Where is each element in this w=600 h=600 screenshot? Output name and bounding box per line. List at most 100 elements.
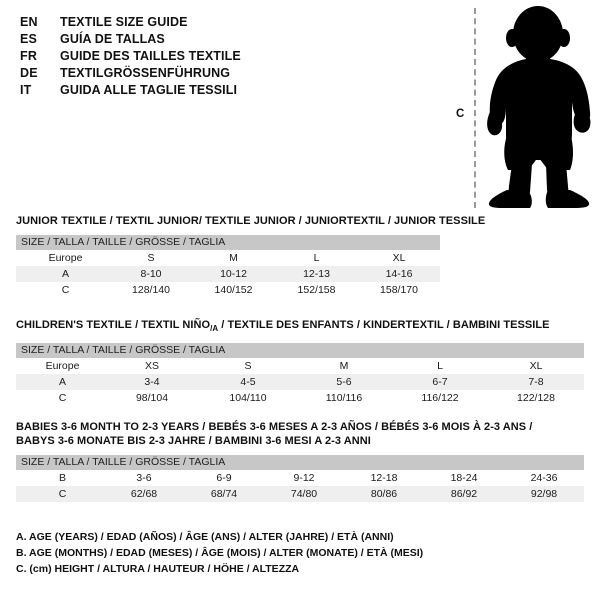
language-label-fr: GUIDE DES TAILLES TEXTILE xyxy=(60,49,241,63)
table-cell: 3-4 xyxy=(104,374,200,391)
table-cell: L xyxy=(275,250,358,266)
table-band-cell-junior: SIZE / TALLA / TAILLE / GRÖSSE / TAGLIA xyxy=(16,235,441,250)
language-label-de: TEXTILGRÖSSENFÜHRUNG xyxy=(60,66,231,80)
legend-block: A. AGE (YEARS) / EDAD (AÑOS) / ÂGE (ANS)… xyxy=(16,529,576,577)
table-cell: 86/92 xyxy=(424,486,504,502)
table-cell: 9-12 xyxy=(264,470,344,486)
table-cell: 14-16 xyxy=(358,266,441,282)
table-cell: 152/158 xyxy=(275,282,358,298)
language-code-es: ES xyxy=(20,32,38,46)
table-cell: 4-5 xyxy=(200,374,296,391)
size-table-junior: SIZE / TALLA / TAILLE / GRÖSSE / TAGLIA … xyxy=(16,235,441,298)
table-cell: XL xyxy=(358,250,441,266)
toddler-silhouette-icon xyxy=(480,4,596,215)
row-label-c: C xyxy=(16,486,104,502)
row-label-europe: Europe xyxy=(16,358,104,375)
table-band-row-babies: SIZE / TALLA / TAILLE / GRÖSSE / TAGLIA xyxy=(16,455,585,470)
table-cell: 7-8 xyxy=(488,374,584,391)
language-code-it: IT xyxy=(20,83,32,97)
table-row: A 8-10 10-12 12-13 14-16 xyxy=(16,266,441,282)
table-cell: 24-36 xyxy=(504,470,585,486)
row-label-a: A xyxy=(16,374,104,391)
section-babies-textile: BABIES 3-6 MONTH TO 2-3 YEARS / BEBÉS 3-… xyxy=(16,420,585,502)
section-childrens-textile: CHILDREN'S TEXTILE / TEXTIL NIÑO/A / TEX… xyxy=(16,318,584,407)
table-cell: 116/122 xyxy=(392,390,488,407)
section-junior-textile: JUNIOR TEXTILE / TEXTIL JUNIOR/ TEXTILE … xyxy=(16,214,485,298)
table-cell: 98/104 xyxy=(104,390,200,407)
table-cell: M xyxy=(296,358,392,375)
table-cell: 8-10 xyxy=(110,266,192,282)
table-cell: 92/98 xyxy=(504,486,585,502)
section-title-children: CHILDREN'S TEXTILE / TEXTIL NIÑO/A / TEX… xyxy=(16,318,584,336)
table-band-cell-children: SIZE / TALLA / TAILLE / GRÖSSE / TAGLIA xyxy=(16,343,584,359)
table-cell: M xyxy=(192,250,275,266)
table-cell: XS xyxy=(104,358,200,375)
row-label-europe: Europe xyxy=(16,250,110,266)
table-row: C 128/140 140/152 152/158 158/170 xyxy=(16,282,441,298)
section-title-children-pre: CHILDREN'S TEXTILE / TEXTIL NIÑO xyxy=(16,319,211,331)
table-cell: 3-6 xyxy=(104,470,184,486)
language-label-es: GUÍA DE TALLAS xyxy=(60,32,165,46)
row-label-b: B xyxy=(16,470,104,486)
table-cell: 12-18 xyxy=(344,470,424,486)
table-cell: 6-7 xyxy=(392,374,488,391)
table-band-label-children: SIZE / TALLA / TAILLE / GRÖSSE / TAGLIA xyxy=(21,344,226,357)
legend-line-b: B. AGE (MONTHS) / EDAD (MESES) / ÂGE (MO… xyxy=(16,547,424,559)
language-row-it: IT GUIDA ALLE TAGLIE TESSILI xyxy=(20,82,420,99)
table-cell: 128/140 xyxy=(110,282,192,298)
legend-line-a: A. AGE (YEARS) / EDAD (AÑOS) / ÂGE (ANS)… xyxy=(16,531,394,543)
table-cell: 140/152 xyxy=(192,282,275,298)
table-band-row-children: SIZE / TALLA / TAILLE / GRÖSSE / TAGLIA xyxy=(16,343,584,359)
table-cell: 62/68 xyxy=(104,486,184,502)
table-cell: 80/86 xyxy=(344,486,424,502)
language-row-en: EN TEXTILE SIZE GUIDE xyxy=(20,14,420,31)
size-table-children: SIZE / TALLA / TAILLE / GRÖSSE / TAGLIA … xyxy=(16,343,584,407)
table-cell: 122/128 xyxy=(488,390,584,407)
language-code-fr: FR xyxy=(20,49,38,63)
row-label-a: A xyxy=(16,266,110,282)
table-band-label-junior: SIZE / TALLA / TAILLE / GRÖSSE / TAGLIA xyxy=(21,236,226,248)
table-band-cell-babies: SIZE / TALLA / TAILLE / GRÖSSE / TAGLIA xyxy=(16,455,585,470)
language-row-es: ES GUÍA DE TALLAS xyxy=(20,31,420,48)
language-row-fr: FR GUIDE DES TAILLES TEXTILE xyxy=(20,48,420,65)
table-cell: 18-24 xyxy=(424,470,504,486)
language-code-de: DE xyxy=(20,66,38,80)
table-row: Europe S M L XL xyxy=(16,250,441,266)
table-cell: 158/170 xyxy=(358,282,441,298)
table-cell: 74/80 xyxy=(264,486,344,502)
table-row: Europe XS S M L XL xyxy=(16,358,584,375)
section-title-babies-line1: BABIES 3-6 MONTH TO 2-3 YEARS / BEBÉS 3-… xyxy=(16,421,533,433)
table-cell: 110/116 xyxy=(296,390,392,407)
measure-letter-c: C xyxy=(456,108,465,120)
section-title-children-sub: /A xyxy=(210,324,219,334)
table-band-label-babies: SIZE / TALLA / TAILLE / GRÖSSE / TAGLIA xyxy=(21,456,226,468)
language-label-it: GUIDA ALLE TAGLIE TESSILI xyxy=(60,83,238,97)
language-header-block: EN TEXTILE SIZE GUIDE ES GUÍA DE TALLAS … xyxy=(20,14,420,99)
row-label-c: C xyxy=(16,282,110,298)
section-title-babies-line2: BABYS 3-6 MONATE BIS 2-3 JAHRE / BAMBINI… xyxy=(16,435,371,447)
language-code-en: EN xyxy=(20,15,38,29)
table-cell: 104/110 xyxy=(200,390,296,407)
legend-line-c: C. (cm) HEIGHT / ALTURA / HAUTEUR / HÖHE… xyxy=(16,563,300,575)
row-label-c: C xyxy=(16,390,104,407)
table-cell: 5-6 xyxy=(296,374,392,391)
table-row: C 98/104 104/110 110/116 116/122 122/128 xyxy=(16,390,584,407)
table-cell: 10-12 xyxy=(192,266,275,282)
section-title-junior: JUNIOR TEXTILE / TEXTIL JUNIOR/ TEXTILE … xyxy=(16,215,486,227)
table-cell: 6-9 xyxy=(184,470,264,486)
table-cell: 12-13 xyxy=(275,266,358,282)
table-row: B 3-6 6-9 9-12 12-18 18-24 24-36 xyxy=(16,470,585,486)
size-table-babies: SIZE / TALLA / TAILLE / GRÖSSE / TAGLIA … xyxy=(16,455,585,502)
language-row-de: DE TEXTILGRÖSSENFÜHRUNG xyxy=(20,65,420,82)
table-cell: 68/74 xyxy=(184,486,264,502)
table-cell: L xyxy=(392,358,488,375)
language-label-en: TEXTILE SIZE GUIDE xyxy=(60,15,188,29)
table-cell: S xyxy=(200,358,296,375)
table-cell: S xyxy=(110,250,192,266)
height-measure-illustration: C xyxy=(440,0,600,215)
table-band-row-junior: SIZE / TALLA / TAILLE / GRÖSSE / TAGLIA xyxy=(16,235,441,250)
height-dashed-line xyxy=(474,8,476,208)
table-row: A 3-4 4-5 5-6 6-7 7-8 xyxy=(16,374,584,391)
table-row: C 62/68 68/74 74/80 80/86 86/92 92/98 xyxy=(16,486,585,502)
table-cell: XL xyxy=(488,358,584,375)
